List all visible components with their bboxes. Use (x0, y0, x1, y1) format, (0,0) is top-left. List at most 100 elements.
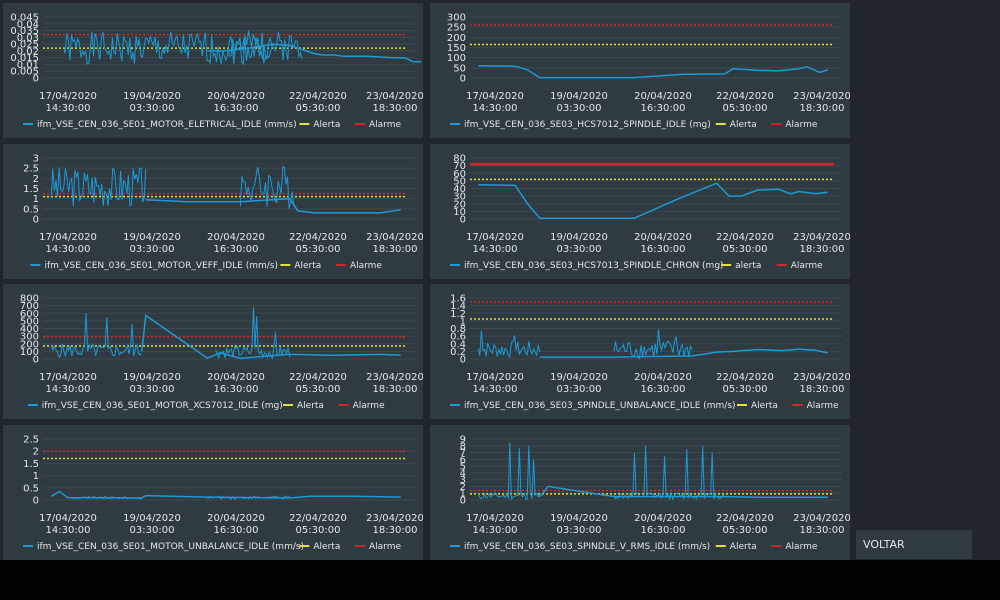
legend-alarme-label: Alarme (353, 401, 385, 411)
x-tick-time: 03:30:00 (130, 525, 175, 536)
y-tick-label: 1 (460, 316, 466, 327)
y-tick-label: 2 (33, 174, 39, 185)
y-tick-label: 600 (20, 309, 39, 320)
x-tick-date: 17/04/2020 (466, 91, 524, 102)
y-tick-label: 0.005 (10, 67, 39, 78)
x-tick-date: 20/04/2020 (634, 513, 692, 524)
x-tick-time: 14:30:00 (473, 244, 518, 255)
x-tick-time: 18:30:00 (800, 244, 845, 255)
x-tick-date: 17/04/2020 (466, 372, 524, 383)
x-tick-time: 03:30:00 (130, 244, 175, 255)
x-tick-date: 22/04/2020 (716, 91, 774, 102)
y-tick-label: 70 (453, 161, 466, 172)
legend-alarme-label: Alarme (369, 120, 401, 130)
series-line (539, 485, 828, 499)
x-tick-time: 18:30:00 (373, 103, 418, 114)
y-tick-label: 2 (460, 482, 466, 493)
y-tick-label: 300 (20, 332, 39, 343)
chart-panel-2: 300 250 200 150 100 50 0 17/04/2020 14:30:00 19/0… (430, 3, 850, 138)
y-tick-label: 0 (33, 355, 39, 366)
x-tick-date: 23/04/2020 (366, 513, 423, 524)
x-tick-date: 22/04/2020 (289, 232, 347, 243)
x-tick-date: 20/04/2020 (634, 91, 692, 102)
chart-panel-5: 800 700 600 500 400 300 200 100 0 17/04/2020 14:30… (3, 284, 423, 419)
legend[interactable]: ifm_VSE_CEN_036_SE03_HCS7013_SPINDLE_CHR… (450, 261, 823, 271)
voltar-button[interactable]: VOLTAR (856, 530, 972, 559)
legend[interactable]: ifm_VSE_CEN_036_SE03_SPINDLE_V_RMS_IDLE … (450, 542, 818, 552)
x-tick-time: 16:30:00 (641, 525, 686, 536)
series-noise-segment (477, 442, 541, 501)
x-tick-time: 14:30:00 (473, 384, 518, 395)
y-tick-label: 0.5 (23, 483, 39, 494)
series-line (478, 65, 828, 79)
y-tick-label: 2 (33, 447, 39, 458)
y-tick-label: 1.4 (450, 301, 466, 312)
legend[interactable]: ifm_VSE_CEN_036_SE01_MOTOR_XCS7012_IDLE … (27, 401, 385, 411)
y-tick-label: 0 (33, 496, 39, 507)
y-tick-label: 1 (33, 194, 39, 205)
y-tick-label: 400 (20, 324, 39, 335)
legend[interactable]: ifm_VSE_CEN_036_SE01_MOTOR_VEFF_IDLE (mm… (30, 261, 382, 271)
y-tick-label: 1 (460, 489, 466, 500)
y-tick-label: 0 (33, 215, 39, 226)
legend[interactable]: ifm_VSE_CEN_036_SE03_HCS7012_SPINDLE_IDL… (450, 120, 818, 130)
x-tick-date: 19/04/2020 (550, 91, 608, 102)
x-tick-date: 22/04/2020 (289, 513, 347, 524)
y-tick-label: 0.02 (17, 46, 39, 57)
x-tick-date: 23/04/2020 (793, 372, 850, 383)
legend-series-label: ifm_VSE_CEN_036_SE01_MOTOR_UNBALANCE_IDL… (37, 542, 304, 552)
dashboard: 0.045 0.04 0.035 0.03 0.025 0.02 0.015 0.01 0.00… (0, 0, 1000, 560)
y-tick-label: 0.025 (10, 40, 39, 51)
x-tick-date: 17/04/2020 (39, 372, 97, 383)
legend[interactable]: ifm_VSE_CEN_036_SE01_MOTOR_UNBALANCE_IDL… (23, 542, 401, 552)
x-tick-date: 20/04/2020 (634, 372, 692, 383)
y-tick-label: 6 (460, 455, 466, 466)
x-tick-date: 19/04/2020 (550, 513, 608, 524)
y-tick-label: 2.5 (23, 164, 39, 175)
x-tick-date: 23/04/2020 (366, 372, 423, 383)
y-tick-label: 700 (20, 301, 39, 312)
y-tick-label: 1.2 (450, 309, 466, 320)
x-tick-time: 16:30:00 (641, 103, 686, 114)
y-tick-label: 100 (20, 347, 39, 358)
series-noise-segment (215, 307, 291, 360)
x-tick-date: 22/04/2020 (716, 232, 774, 243)
legend-alarme-label: Alarme (350, 261, 382, 271)
legend-alerta-label: alerta (735, 261, 761, 271)
x-tick-date: 17/04/2020 (466, 232, 524, 243)
x-tick-time: 03:30:00 (130, 103, 175, 114)
x-tick-time: 14:30:00 (46, 384, 91, 395)
series-noise-segment (63, 31, 274, 66)
x-tick-time: 03:30:00 (130, 384, 175, 395)
legend-series-label: ifm_VSE_CEN_036_SE01_MOTOR_ELETRICAL_IDL… (37, 120, 297, 130)
x-tick-date: 22/04/2020 (716, 372, 774, 383)
legend[interactable]: ifm_VSE_CEN_036_SE03_SPINDLE_UNBALANCE_I… (450, 401, 839, 411)
x-tick-date: 19/04/2020 (550, 372, 608, 383)
x-tick-time: 05:30:00 (723, 103, 768, 114)
y-tick-label: 0 (33, 74, 39, 85)
y-tick-label: 0.03 (17, 33, 39, 44)
y-tick-label: 150 (447, 43, 466, 54)
y-tick-label: 1.5 (23, 184, 39, 195)
y-tick-label: 2.5 (23, 435, 39, 446)
x-tick-date: 20/04/2020 (207, 232, 265, 243)
x-tick-time: 18:30:00 (373, 244, 418, 255)
x-tick-date: 17/04/2020 (39, 513, 97, 524)
x-tick-date: 19/04/2020 (123, 232, 181, 243)
legend-alerta-label: Alerta (751, 401, 778, 411)
legend-alerta-label: Alerta (313, 542, 340, 552)
y-tick-label: 3 (460, 475, 466, 486)
x-tick-date: 20/04/2020 (207, 513, 265, 524)
x-tick-time: 14:30:00 (473, 525, 518, 536)
x-tick-time: 16:30:00 (214, 384, 259, 395)
chart-1: 0.0450.040.0350.030.0250.020.0150.010.00… (10, 13, 423, 131)
y-tick-label: 40 (453, 184, 466, 195)
y-tick-label: 0.2 (450, 347, 466, 358)
legend[interactable]: ifm_VSE_CEN_036_SE01_MOTOR_ELETRICAL_IDL… (23, 120, 401, 130)
legend-alarme-label: Alarme (785, 542, 817, 552)
legend-series-label: ifm_VSE_CEN_036_SE01_MOTOR_VEFF_IDLE (mm… (44, 261, 278, 271)
x-tick-date: 17/04/2020 (39, 232, 97, 243)
